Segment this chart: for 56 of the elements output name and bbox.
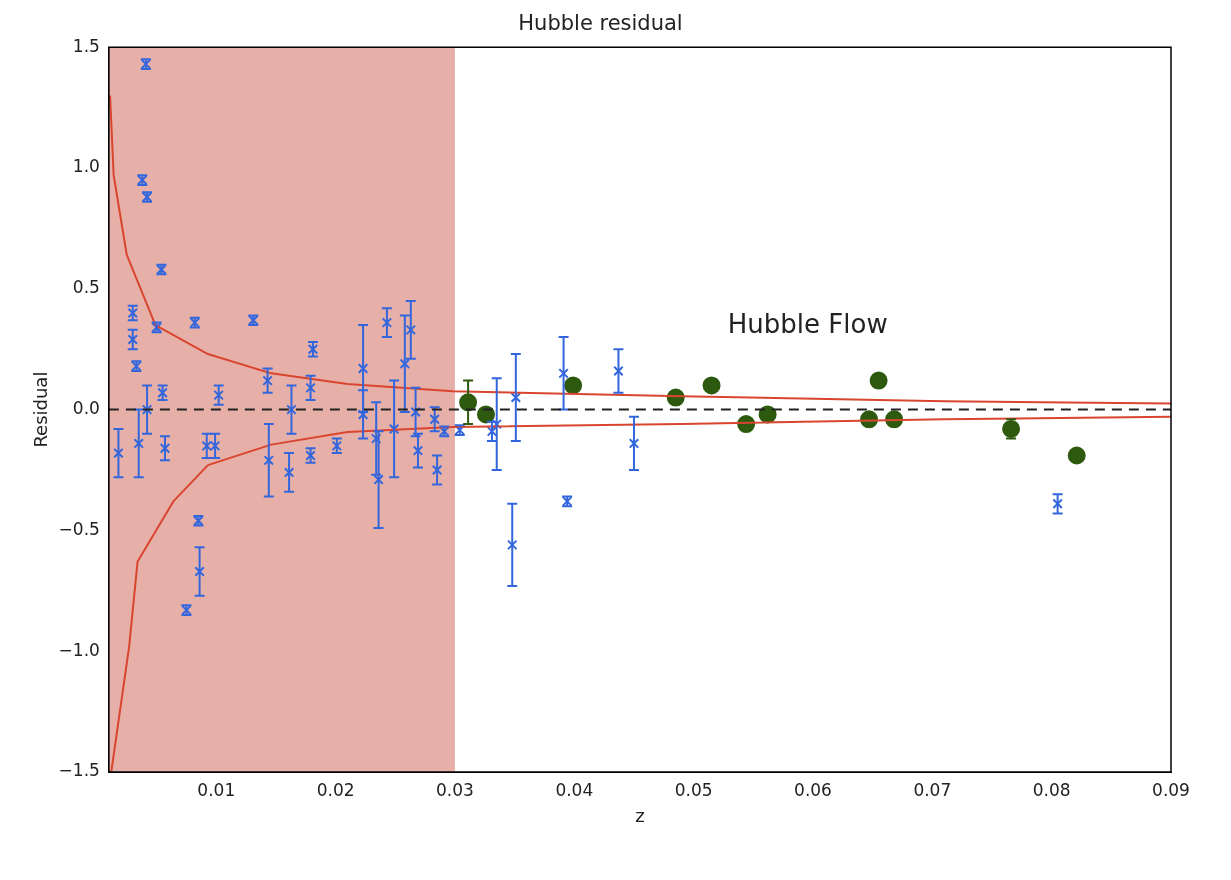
x-tick-label: 0.03: [436, 779, 474, 800]
point: [286, 404, 297, 415]
y-tick-label: 0.0: [72, 398, 100, 419]
point: [370, 433, 382, 444]
point: [869, 371, 888, 390]
point: [431, 464, 443, 476]
point: [209, 440, 221, 452]
point: [127, 334, 138, 345]
x-tick-label: 0.01: [197, 779, 236, 800]
point: [410, 406, 421, 418]
point: [113, 447, 124, 459]
point: [1052, 498, 1063, 510]
point: [613, 365, 624, 377]
point: [510, 392, 522, 403]
x-tick-label: 0.06: [794, 779, 832, 800]
x-tick-label: 0.07: [913, 779, 952, 800]
x-tick-label: 0.05: [674, 779, 713, 800]
point: [357, 409, 369, 420]
x-tick-label: 0.09: [1152, 779, 1190, 800]
y-tick-label: 1.5: [72, 35, 100, 56]
x-axis-title: z: [635, 804, 645, 826]
annotation: Hubble Flow: [727, 309, 888, 339]
point: [133, 438, 144, 449]
point: [399, 358, 411, 369]
point: [491, 418, 502, 430]
point: [201, 440, 212, 452]
y-axis-title: Residual: [30, 371, 52, 448]
y-tick-label: 0.5: [72, 277, 100, 298]
point: [305, 382, 316, 394]
point: [405, 324, 417, 336]
point: [628, 438, 640, 449]
point: [263, 455, 275, 466]
point: [558, 368, 569, 379]
x-tick-label: 0.08: [1032, 779, 1071, 800]
x-tick-label: 0.02: [316, 779, 355, 800]
point: [213, 389, 224, 401]
y-tick-label: −0.5: [58, 518, 100, 539]
point: [507, 539, 518, 551]
point: [262, 375, 273, 386]
y-tick-label: −1.0: [58, 639, 100, 660]
point: [283, 467, 295, 478]
point: [381, 317, 393, 328]
point: [159, 443, 171, 454]
x-tick-label: 0.04: [555, 779, 594, 800]
point: [412, 445, 424, 456]
point: [357, 363, 369, 374]
point: [194, 566, 205, 577]
chart-title: Hubble residual: [518, 11, 683, 36]
point: [141, 404, 153, 415]
point: [1067, 446, 1086, 465]
point: [564, 376, 583, 395]
point: [388, 423, 400, 435]
point: [429, 414, 440, 425]
y-tick-label: 1.0: [72, 156, 100, 177]
y-tick-label: −1.5: [58, 760, 100, 781]
point: [702, 376, 721, 395]
